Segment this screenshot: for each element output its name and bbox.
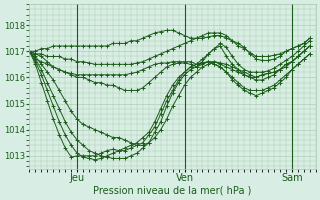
- X-axis label: Pression niveau de la mer( hPa ): Pression niveau de la mer( hPa ): [93, 186, 252, 196]
